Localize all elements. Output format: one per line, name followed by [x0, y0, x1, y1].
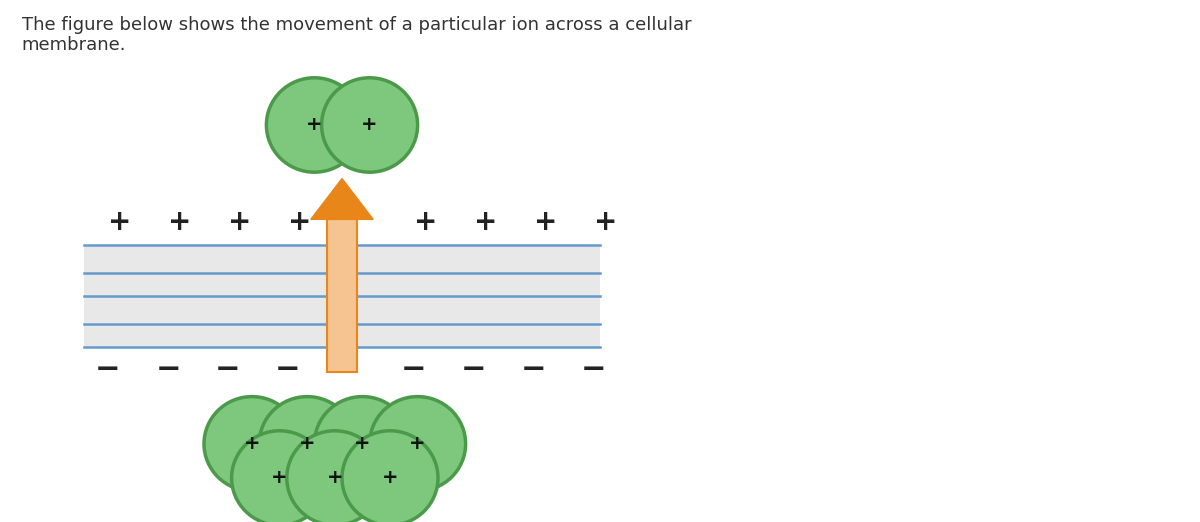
Text: −: − — [95, 355, 121, 384]
Text: −: − — [461, 355, 487, 384]
Text: −: − — [401, 355, 427, 384]
Text: +: + — [326, 468, 343, 488]
Text: −: − — [275, 355, 301, 384]
Text: +: + — [534, 208, 558, 236]
Ellipse shape — [322, 78, 418, 172]
Text: +: + — [244, 434, 260, 453]
Text: +: + — [594, 208, 618, 236]
Text: −: − — [155, 355, 181, 384]
Ellipse shape — [232, 431, 328, 522]
Ellipse shape — [259, 397, 355, 491]
Text: +: + — [354, 434, 371, 453]
Text: +: + — [108, 208, 132, 236]
Text: +: + — [414, 208, 438, 236]
Text: +: + — [271, 468, 288, 488]
Text: −: − — [521, 355, 547, 384]
Text: +: + — [382, 468, 398, 488]
Bar — [326, 219, 358, 372]
Text: +: + — [299, 434, 316, 453]
Polygon shape — [311, 179, 373, 219]
Text: +: + — [288, 208, 312, 236]
Text: The figure below shows the movement of a particular ion across a cellular
membra: The figure below shows the movement of a… — [22, 16, 691, 54]
Text: +: + — [306, 115, 323, 135]
Text: −: − — [215, 355, 241, 384]
Ellipse shape — [342, 431, 438, 522]
Text: +: + — [168, 208, 192, 236]
Text: +: + — [228, 208, 252, 236]
Ellipse shape — [204, 397, 300, 491]
Ellipse shape — [266, 78, 362, 172]
Text: −: − — [581, 355, 607, 384]
Ellipse shape — [370, 397, 466, 491]
Ellipse shape — [287, 431, 383, 522]
Text: +: + — [361, 115, 378, 135]
Text: +: + — [409, 434, 426, 453]
Text: +: + — [474, 208, 498, 236]
Ellipse shape — [314, 397, 410, 491]
Bar — [84, 245, 600, 347]
